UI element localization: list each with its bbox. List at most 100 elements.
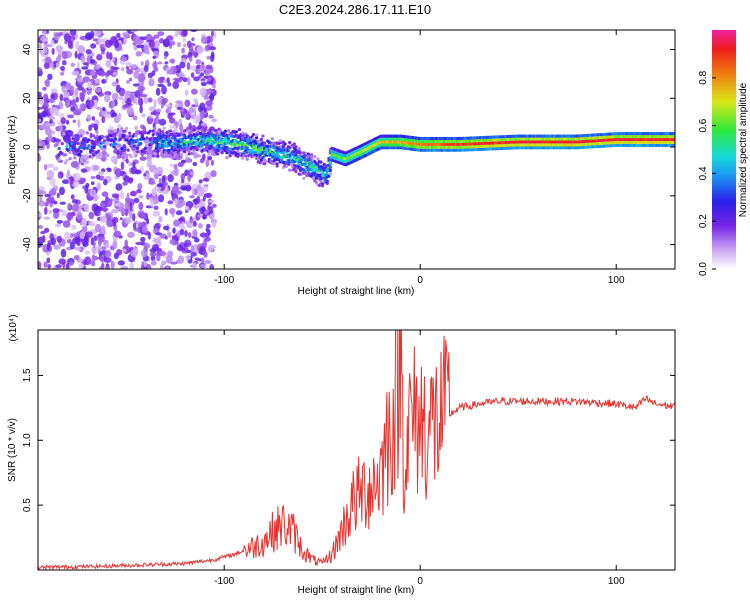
heatmap-cell [44, 78, 51, 88]
heatmap-cell [122, 181, 128, 186]
heatmap-cell [184, 99, 190, 108]
heatmap-cell [59, 124, 63, 132]
heatmap-cell [193, 76, 200, 82]
heatmap-cell [165, 255, 173, 264]
heatmap-cell [126, 97, 132, 106]
heatmap-cell [114, 168, 123, 178]
heatmap-cell [109, 134, 113, 138]
heatmap-cell [58, 258, 66, 265]
heatmap-cell [103, 179, 108, 186]
heatmap-cell [93, 205, 102, 211]
heatmap-cell [212, 84, 216, 89]
heatmap-cell [87, 80, 93, 90]
heatmap-cell [46, 257, 51, 264]
heatmap-cell [294, 169, 298, 173]
heatmap-cell [228, 154, 232, 158]
heatmap-cell [140, 236, 146, 243]
heatmap-cell [122, 248, 127, 253]
heatmap-cell [193, 98, 197, 103]
heatmap-cell [103, 144, 107, 149]
heatmap-cell [143, 138, 151, 144]
heatmap-cell [171, 185, 180, 193]
heatmap-cell [77, 86, 85, 91]
heatmap-cell [272, 161, 276, 166]
heatmap-cell [111, 99, 116, 108]
heatmap-cell [133, 70, 140, 79]
heatmap-cell [150, 260, 157, 266]
heatmap-cell [328, 168, 332, 172]
heatmap-cell [94, 30, 102, 37]
heatmap-cell [146, 217, 150, 225]
heatmap-cell [85, 182, 90, 189]
heatmap-cell [278, 139, 282, 143]
heatmap-cell [135, 51, 142, 57]
heatmap-cell [292, 142, 296, 146]
heatmap-cell [245, 157, 249, 161]
heatmap-cell [101, 79, 105, 84]
heatmap-cell [148, 129, 152, 133]
heatmap-cell [234, 152, 238, 156]
heatmap-cell [175, 30, 179, 36]
heatmap-cell [198, 187, 205, 196]
heatmap-cell [200, 122, 208, 127]
heatmap-cell [157, 133, 162, 137]
heatmap-cell [112, 139, 116, 144]
heatmap-cell [157, 76, 164, 84]
heatmap-cell [89, 189, 97, 197]
heatmap-cell [114, 40, 119, 49]
heatmap-cell [84, 250, 90, 256]
heatmap-cell [70, 176, 74, 186]
heatmap-cell [88, 221, 92, 226]
x-tick-label: 100 [608, 576, 625, 587]
heatmap-cell [124, 201, 131, 211]
heatmap-cell [159, 149, 163, 153]
heatmap-cell [269, 159, 273, 163]
heatmap-cell [196, 195, 201, 204]
heatmap-cell [200, 264, 207, 268]
heatmap-cell [137, 183, 143, 190]
colorbar: 0.0 0.2 0.4 0.6 0.8 Normalized spectral ampl… [698, 30, 749, 276]
heatmap-cell [92, 85, 96, 91]
heatmap-cell [145, 151, 149, 155]
heatmap-cell [192, 262, 198, 269]
heatmap-cell [110, 65, 114, 74]
heatmap-cell [258, 161, 262, 165]
heatmap-cell [67, 202, 72, 210]
heatmap-cell [160, 104, 164, 109]
heatmap-cell [124, 61, 132, 67]
heatmap-cell [116, 32, 121, 38]
spectrogram-axes-ticks: -100 0 100 -40 -20 0 20 40 [22, 30, 675, 286]
heatmap-cell [169, 239, 176, 245]
heatmap-cell [104, 266, 111, 269]
heatmap-cell [126, 68, 134, 75]
heatmap-cell [300, 158, 304, 162]
heatmap-cell [200, 110, 205, 120]
heatmap-cell [200, 144, 204, 148]
heatmap-cell [233, 144, 237, 148]
y-tick-label: -40 [22, 237, 33, 252]
heatmap-cell [181, 137, 185, 141]
heatmap-cell [126, 148, 130, 152]
spectrogram-panel: -100 0 100 -40 -20 0 20 40 Height of straight l… [7, 29, 676, 297]
heatmap-cell [91, 247, 99, 255]
heatmap-cell [130, 249, 138, 257]
heatmap-cell [156, 254, 161, 262]
heatmap-cell [223, 129, 227, 133]
heatmap-cell [49, 177, 56, 187]
heatmap-cell [44, 44, 48, 53]
heatmap-cell [38, 200, 46, 207]
heatmap-cell [156, 149, 160, 153]
heatmap-cell [101, 116, 106, 124]
heatmap-cell [82, 241, 89, 247]
heatmap-cell [172, 130, 176, 134]
heatmap-cell [76, 211, 83, 220]
heatmap-cell [87, 144, 91, 148]
heatmap-cell [79, 149, 83, 154]
heatmap-cell [111, 112, 118, 117]
heatmap-cell [162, 126, 166, 130]
x-tick-label: 0 [417, 275, 423, 286]
heatmap-cell [91, 254, 96, 262]
heatmap-cell [184, 157, 192, 163]
heatmap-cell [322, 162, 326, 166]
heatmap-cell [138, 201, 144, 211]
